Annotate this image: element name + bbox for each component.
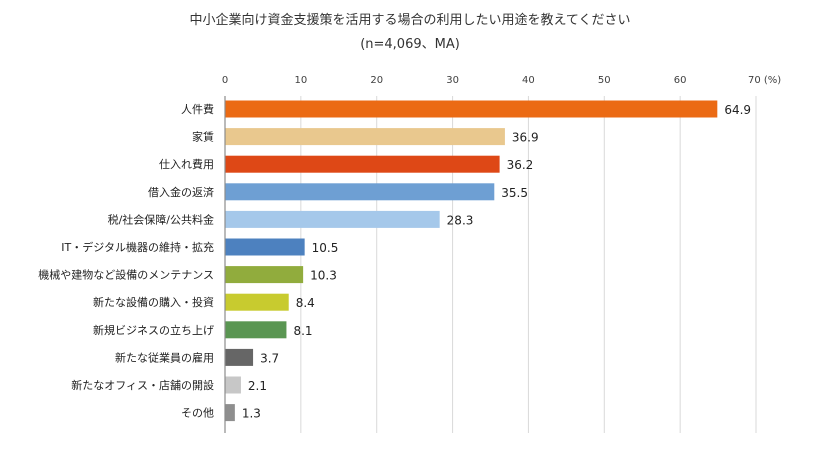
value-label: 64.9 xyxy=(724,103,751,117)
category-label: 機械や建物など設備のメンテナンス xyxy=(38,268,214,282)
value-label: 28.3 xyxy=(447,213,474,227)
bar xyxy=(225,183,495,201)
chart-title: 中小企業向け資金支援策を活用する場合の利用したい用途を教えてください xyxy=(189,13,631,28)
value-label: 10.3 xyxy=(310,269,337,283)
x-tick-label: 70 (%) xyxy=(748,75,781,86)
bar xyxy=(225,238,305,256)
category-label: 新たな従業員の雇用 xyxy=(115,350,214,364)
x-tick-label: 30 xyxy=(446,75,459,86)
bar xyxy=(225,155,500,173)
category-label: 人件費 xyxy=(181,102,214,116)
value-label: 8.1 xyxy=(293,324,312,338)
value-label: 1.3 xyxy=(242,407,261,421)
bar xyxy=(225,100,718,118)
bar xyxy=(225,348,254,366)
chart-subtitle: (n=4,069、MA) xyxy=(360,37,460,52)
bar xyxy=(225,404,235,422)
x-tick-label: 10 xyxy=(294,75,307,86)
category-label: 借入金の返済 xyxy=(148,185,214,199)
value-label: 2.1 xyxy=(248,379,267,393)
category-label: 税/社会保障/公共料金 xyxy=(108,212,214,226)
category-label: その他 xyxy=(181,407,214,420)
x-tick-label: 60 xyxy=(674,75,687,86)
x-tick-label: 20 xyxy=(370,75,383,86)
category-label: 新規ビジネスの立ち上げ xyxy=(93,323,214,337)
bar xyxy=(225,376,241,394)
bar xyxy=(225,266,304,284)
value-label: 3.7 xyxy=(260,351,279,365)
bar xyxy=(225,128,505,146)
bar xyxy=(225,321,287,339)
x-tick-label: 0 xyxy=(222,75,228,86)
x-tick-label: 50 xyxy=(598,75,611,86)
bar xyxy=(225,293,289,311)
value-label: 36.9 xyxy=(512,131,539,145)
value-label: 35.5 xyxy=(501,186,528,200)
bar xyxy=(225,210,440,228)
category-label: 新たな設備の購入・投資 xyxy=(93,295,214,309)
category-label: 家賃 xyxy=(192,130,214,144)
x-tick-label: 40 xyxy=(522,75,535,86)
value-label: 10.5 xyxy=(312,241,339,255)
value-label: 36.2 xyxy=(507,158,534,172)
category-label: IT・デジタル機器の維持・拡充 xyxy=(61,240,214,254)
category-label: 新たなオフィス・店舗の開設 xyxy=(71,378,214,392)
value-label: 8.4 xyxy=(296,296,315,310)
category-label: 仕入れ費用 xyxy=(159,157,214,171)
